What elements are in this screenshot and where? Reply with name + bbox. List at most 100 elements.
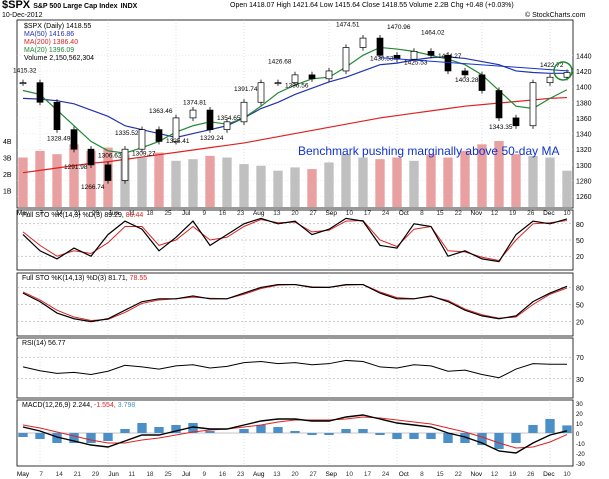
macd-tick-label: -30 bbox=[576, 462, 585, 468]
month-label-bottom: 13 bbox=[273, 471, 281, 478]
sto-fast-tick-label: 50 bbox=[576, 238, 584, 245]
volume-tick-label: 1B bbox=[3, 189, 12, 196]
month-label-top: Aug bbox=[253, 210, 265, 217]
macd-tick-label: -10 bbox=[576, 442, 585, 448]
macd-label: MACD(12,26,9) 2.244, -1.554, 3.798 bbox=[22, 402, 136, 409]
month-label-bottom: 12 bbox=[491, 471, 499, 478]
price-tick-label: 1360 bbox=[576, 116, 592, 123]
macd-hist-bar bbox=[443, 433, 453, 443]
month-label-bottom: Nov bbox=[471, 471, 483, 478]
month-label-top: 27 bbox=[310, 210, 318, 217]
price-value-label: 1329.24 bbox=[200, 135, 224, 142]
month-label-bottom: Jul bbox=[182, 471, 191, 478]
resistance-line bbox=[379, 57, 570, 72]
rsi-tick-label: 70 bbox=[576, 355, 584, 362]
month-label-bottom: 25 bbox=[164, 471, 172, 478]
month-label-top: 12 bbox=[491, 210, 499, 217]
volume-bar bbox=[137, 157, 147, 207]
ohlc-summary: Open 1418.07 High 1421.64 Low 1415.64 Cl… bbox=[230, 2, 514, 9]
month-label-top: 25 bbox=[164, 210, 172, 217]
sto-fast-d-line bbox=[22, 218, 568, 262]
month-label-bottom: 26 bbox=[527, 471, 535, 478]
volume-bar bbox=[256, 165, 266, 207]
volume-bar bbox=[511, 154, 521, 207]
volume-tick-label: 3B bbox=[3, 156, 12, 163]
price-value-label: 1328.49 bbox=[47, 136, 71, 143]
month-label-top: May bbox=[17, 210, 30, 217]
volume-bar bbox=[341, 154, 351, 207]
rsi-tick-label: 30 bbox=[576, 377, 584, 384]
rsi-line bbox=[22, 359, 567, 379]
macd-hist-bar bbox=[120, 429, 130, 433]
month-label-bottom: 22 bbox=[455, 471, 463, 478]
macd-hist-bar bbox=[426, 433, 436, 439]
month-label-top: 10 bbox=[563, 210, 571, 217]
price-tick-label: 1380 bbox=[576, 100, 592, 107]
candle-body bbox=[121, 148, 129, 181]
ma50-line bbox=[22, 56, 567, 139]
macd-hist-bar bbox=[545, 419, 555, 433]
price-value-label: 1354.65 bbox=[217, 115, 241, 122]
legend-ma20: MA(20) 1396.09 bbox=[24, 47, 75, 54]
macd-hist-bar bbox=[69, 433, 79, 443]
sto-slow-k-line bbox=[22, 283, 568, 323]
month-label-top: 11 bbox=[128, 210, 135, 217]
month-label-bottom: 10 bbox=[563, 471, 571, 478]
price-value-label: 1422.72 bbox=[540, 62, 564, 69]
month-label-top: 9 bbox=[203, 210, 207, 217]
macd-hist-bar bbox=[409, 433, 419, 439]
month-label-top: 29 bbox=[92, 210, 100, 217]
candle-body bbox=[104, 164, 112, 181]
macd-hist-bar bbox=[392, 433, 402, 439]
macd-hist-bar bbox=[52, 433, 62, 443]
legend-volume: Volume 2,150,562,304 bbox=[24, 55, 95, 62]
macd-hist-bar bbox=[205, 431, 215, 433]
candle-body bbox=[410, 51, 418, 60]
price-value-label: 1391.74 bbox=[234, 86, 258, 93]
month-label-bottom: Dec bbox=[543, 471, 555, 478]
month-label-bottom: Oct bbox=[399, 471, 409, 478]
sto-slow-tick-label: 50 bbox=[576, 303, 584, 310]
candle-body bbox=[223, 121, 231, 131]
candle-body bbox=[512, 117, 520, 127]
macd-hist-bar bbox=[341, 429, 351, 433]
sto-fast-tick-label: 20 bbox=[576, 254, 584, 261]
month-label-top: 13 bbox=[273, 210, 281, 217]
volume-bar bbox=[324, 162, 334, 207]
month-label-bottom: 15 bbox=[436, 471, 444, 478]
price-value-label: 1470.96 bbox=[387, 24, 411, 31]
price-value-label: 1474.51 bbox=[336, 21, 360, 28]
month-label-top: 22 bbox=[455, 210, 463, 217]
price-value-label: 1425.53 bbox=[404, 60, 428, 67]
sto-slow-label: Full STO %K(14,13) %D(3) 81.71, 78.55 bbox=[22, 275, 148, 282]
candle-body bbox=[342, 47, 350, 72]
volume-bar bbox=[494, 141, 504, 207]
price-tick-label: 1300 bbox=[576, 163, 592, 170]
month-label-bottom: 23 bbox=[237, 471, 245, 478]
legend-ma200: MA(200) 1386.40 bbox=[24, 39, 79, 46]
price-value-label: 1363.46 bbox=[149, 108, 173, 115]
highlight-circle bbox=[553, 61, 573, 81]
month-label-bottom: 14 bbox=[56, 471, 64, 478]
month-label-bottom: Jun bbox=[108, 471, 119, 478]
price-value-label: 1343.35 bbox=[489, 124, 513, 131]
macd-hist-bar bbox=[256, 425, 266, 433]
candle-body bbox=[138, 129, 146, 150]
macd-hist-bar bbox=[324, 433, 334, 435]
candle-body bbox=[308, 74, 316, 80]
price-tick-label: 1420 bbox=[576, 69, 592, 76]
legend-ma50: MA(50) 1416.86 bbox=[24, 31, 75, 38]
candle-body bbox=[563, 72, 571, 78]
candle-body bbox=[206, 109, 214, 131]
month-label-top: 21 bbox=[74, 210, 82, 217]
macd-hist-bar bbox=[273, 427, 283, 433]
chart-date: 10-Dec-2012 bbox=[2, 12, 43, 19]
volume-bar bbox=[18, 157, 28, 207]
month-label-top: 18 bbox=[146, 210, 154, 217]
month-label-top: 26 bbox=[527, 210, 535, 217]
volume-bar bbox=[239, 164, 249, 207]
volume-bar bbox=[460, 150, 470, 207]
volume-bar bbox=[52, 154, 62, 207]
month-label-top: 19 bbox=[509, 210, 517, 217]
month-label-bottom: 10 bbox=[346, 471, 354, 478]
